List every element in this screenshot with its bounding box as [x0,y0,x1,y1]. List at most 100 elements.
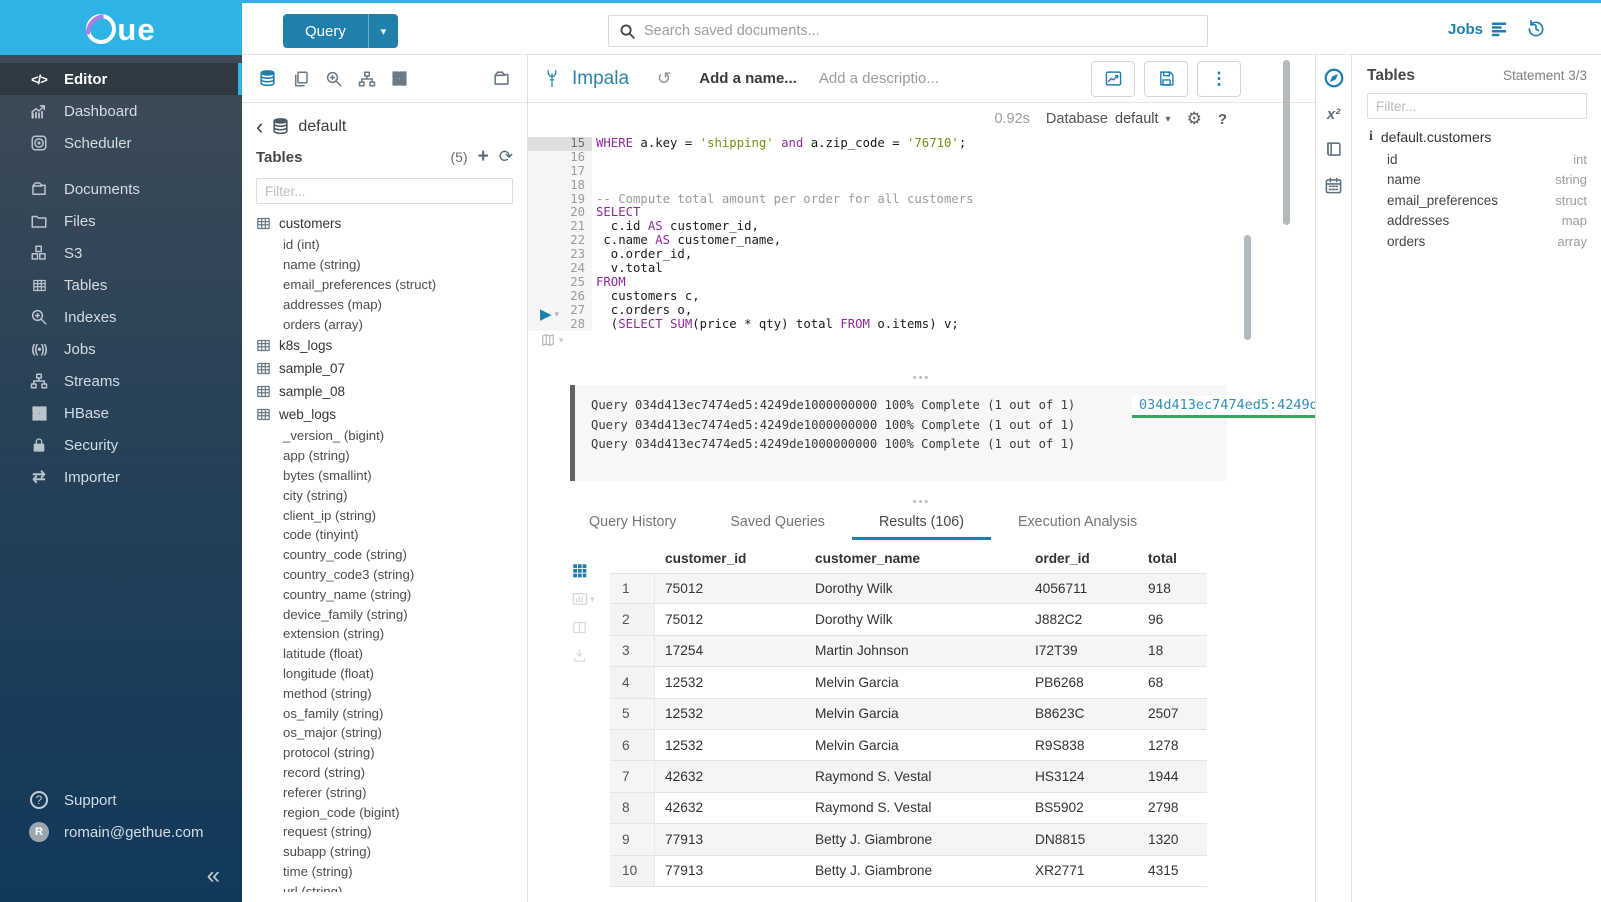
editor-scrollbar[interactable] [1244,235,1251,340]
query-name-input[interactable]: Add a name... [699,70,797,87]
global-search[interactable] [608,15,1208,47]
sidebar-item[interactable]: Streams [0,365,242,397]
assist-active-table[interactable]: i default.customers [1369,129,1587,145]
result-tab[interactable]: Execution Analysis [991,507,1164,540]
save-button[interactable] [1144,61,1188,97]
settings-gear-icon[interactable]: ⚙ [1187,109,1202,129]
grid-view-icon[interactable] [572,563,595,578]
result-row[interactable]: 4 12532 Melvin Garcia PB6268 68 [610,667,1207,698]
tables-filter-input[interactable] [256,178,513,204]
code-line[interactable]: 17 [528,165,1288,179]
db-tree-column[interactable]: id (int) [256,235,527,255]
download-icon[interactable] [572,648,595,663]
db-tree-column[interactable]: os_family (string) [256,703,527,723]
header-order-id[interactable]: order_id [1025,543,1138,573]
result-tab[interactable]: Saved Queries [703,507,852,540]
sidebar-item[interactable]: </> Editor [0,63,242,95]
result-row[interactable]: 7 42632 Raymond S. Vestal HS3124 1944 [610,761,1207,792]
db-tree-column[interactable]: addresses (map) [256,294,527,314]
db-tree-column[interactable]: record (string) [256,763,527,783]
result-row[interactable]: 9 77913 Betty J. Giambrone DN8815 1320 [610,824,1207,855]
sidebar-item[interactable]: Scheduler [0,127,242,159]
db-tree-column[interactable]: bytes (smallint) [256,466,527,486]
code-line[interactable]: 27 c.orders o, [528,304,1288,318]
db-tree-column[interactable]: subapp (string) [256,842,527,862]
db-tree-table[interactable]: sample_07 [256,357,527,380]
db-tree-column[interactable]: _version_ (bigint) [256,426,527,446]
result-tab[interactable]: Results (106) [852,507,991,540]
assist-column-row[interactable]: orders array [1367,231,1587,252]
db-tree-column[interactable]: country_code3 (string) [256,565,527,585]
sidebar-item[interactable]: ((•)) Jobs [0,333,242,365]
sidebar-item-support[interactable]: ? Support [0,784,242,816]
result-row[interactable]: 1 75012 Dorothy Wilk 4056711 918 [610,573,1207,604]
minimap-button[interactable]: ▾ [540,333,564,347]
engine-selector[interactable]: Impala [542,67,629,91]
chart-button[interactable] [1091,61,1135,97]
db-tree-column[interactable]: method (string) [256,683,527,703]
sidebar-item-user[interactable]: R romain@gethue.com [0,816,242,848]
execute-button[interactable]: ▶▾ [540,305,559,323]
back-chevron-icon[interactable]: ‹ [256,120,263,134]
header-total[interactable]: total [1138,543,1207,573]
db-tree-column[interactable]: protocol (string) [256,743,527,763]
search-input[interactable] [644,23,1197,39]
result-tab[interactable]: Query History [562,507,703,540]
assist-filter-input[interactable] [1367,93,1587,119]
chart-view-icon[interactable]: ▾ [572,591,595,607]
jobs-link[interactable]: Jobs [1448,20,1508,38]
query-dropdown-caret[interactable]: ▾ [368,14,398,48]
db-tree-column[interactable]: os_major (string) [256,723,527,743]
db-tree-column[interactable]: region_code (bigint) [256,802,527,822]
result-row[interactable]: 8 42632 Raymond S. Vestal BS5902 2798 [610,793,1207,824]
page-scrollbar[interactable] [1283,60,1290,225]
folder-icon[interactable] [492,69,511,88]
assist-column-row[interactable]: email_preferences struct [1367,190,1587,211]
db-tree-column[interactable]: latitude (float) [256,644,527,664]
sidebar-item[interactable]: HBase [0,397,242,429]
language-reference-icon[interactable] [1324,140,1343,159]
schedule-icon[interactable] [1324,176,1343,195]
code-line[interactable]: 21 c.id AS customer_id, [528,220,1288,234]
query-history-toggle-icon[interactable]: ↺ [657,69,671,89]
refresh-tables-icon[interactable]: ⟳ [499,147,513,167]
db-tree-column[interactable]: country_name (string) [256,584,527,604]
code-line[interactable]: 25 FROM [528,276,1288,290]
code-line[interactable]: 24 v.total [528,262,1288,276]
sidebar-item[interactable]: Files [0,205,242,237]
hue-logo[interactable]: ue [0,0,242,58]
db-tree-column[interactable]: city (string) [256,485,527,505]
header-customer-name[interactable]: customer_name [805,543,1025,573]
db-tree-column[interactable]: code (tinyint) [256,525,527,545]
sql-code-editor[interactable]: 15 WHERE a.key = 'shipping' and a.zip_co… [528,137,1288,387]
sidebar-item[interactable]: S3 [0,237,242,269]
db-tree-column[interactable]: name (string) [256,255,527,275]
streams-source-icon[interactable] [358,70,376,88]
code-line[interactable]: 28 (SELECT SUM(price * qty) total FROM o… [528,318,1288,332]
code-line[interactable]: 20 SELECT [528,206,1288,220]
search-assist-icon[interactable] [325,70,343,88]
result-row[interactable]: 5 12532 Melvin Garcia B8623C 2507 [610,699,1207,730]
result-row[interactable]: 2 75012 Dorothy Wilk J882C2 96 [610,604,1207,635]
code-line[interactable]: 23 o.order_id, [528,248,1288,262]
code-line[interactable]: 16 [528,151,1288,165]
documents-source-icon[interactable] [292,70,310,88]
help-icon[interactable]: ? [1218,111,1227,128]
database-selector[interactable]: Database default ▾ [1046,111,1171,127]
assist-tables-icon[interactable] [1323,67,1345,89]
db-tree-table[interactable]: sample_08 [256,380,527,403]
assist-column-row[interactable]: addresses map [1367,211,1587,232]
code-line[interactable]: 26 customers c, [528,290,1288,304]
code-line[interactable]: 15 WHERE a.key = 'shipping' and a.zip_co… [528,137,1288,151]
sidebar-item[interactable]: Documents [0,173,242,205]
hbase-source-icon[interactable] [391,70,408,87]
sidebar-item[interactable]: Tables [0,269,242,301]
functions-icon[interactable]: x² [1327,106,1340,123]
result-row[interactable]: 3 17254 Martin Johnson I72T39 18 [610,636,1207,667]
db-tree-table[interactable]: k8s_logs [256,334,527,357]
db-tree-column[interactable]: extension (string) [256,624,527,644]
resize-handle[interactable]: ••• [528,375,1315,385]
db-tree-column[interactable]: referer (string) [256,782,527,802]
db-tree-table[interactable]: customers [256,212,527,235]
db-tree-column[interactable]: longitude (float) [256,664,527,684]
